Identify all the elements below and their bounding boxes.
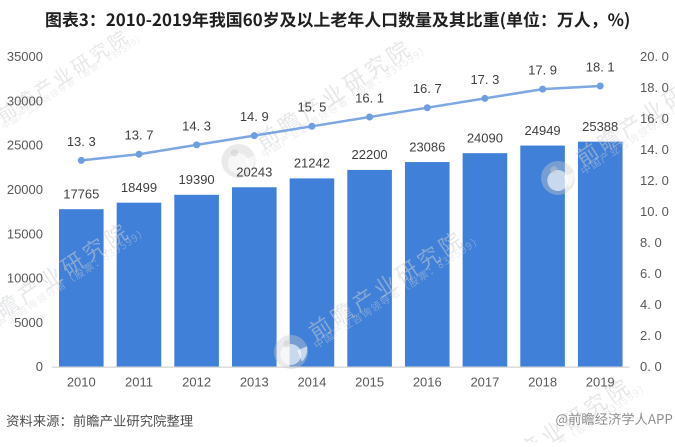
svg-text:20000: 20000 [7, 182, 43, 197]
svg-text:2015: 2015 [355, 374, 384, 389]
svg-text:18. 0: 18. 0 [640, 80, 669, 95]
svg-text:2017: 2017 [470, 374, 499, 389]
svg-text:18499: 18499 [121, 180, 157, 195]
svg-text:16. 0: 16. 0 [640, 111, 669, 126]
svg-text:2019: 2019 [586, 374, 615, 389]
svg-text:2011: 2011 [125, 374, 153, 389]
svg-text:21242: 21242 [294, 156, 330, 171]
svg-text:20. 0: 20. 0 [640, 49, 669, 64]
svg-text:2010: 2010 [67, 374, 96, 389]
svg-text:6. 0: 6. 0 [640, 266, 662, 281]
svg-text:0: 0 [36, 359, 43, 374]
svg-text:2. 0: 2. 0 [640, 328, 662, 343]
svg-text:15000: 15000 [7, 226, 43, 241]
svg-text:25000: 25000 [7, 138, 43, 153]
svg-text:23086: 23086 [409, 139, 445, 154]
svg-text:8. 0: 8. 0 [640, 235, 662, 250]
svg-text:20243: 20243 [236, 164, 272, 179]
svg-text:10000: 10000 [7, 271, 43, 286]
svg-text:17765: 17765 [63, 186, 99, 201]
svg-text:19390: 19390 [179, 172, 215, 187]
svg-text:14. 9: 14. 9 [240, 109, 269, 124]
svg-text:22200: 22200 [352, 147, 388, 162]
svg-text:18. 1: 18. 1 [586, 59, 615, 74]
svg-text:2016: 2016 [413, 374, 442, 389]
svg-text:0. 0: 0. 0 [640, 359, 662, 374]
svg-text:13. 7: 13. 7 [125, 128, 154, 143]
svg-text:30000: 30000 [7, 93, 43, 108]
svg-text:17. 3: 17. 3 [470, 72, 499, 87]
svg-text:2018: 2018 [528, 374, 557, 389]
svg-text:25388: 25388 [582, 119, 618, 134]
svg-text:24949: 24949 [525, 123, 561, 138]
svg-text:16. 1: 16. 1 [355, 90, 384, 105]
svg-text:17. 9: 17. 9 [528, 63, 557, 78]
svg-text:14. 0: 14. 0 [640, 142, 669, 157]
svg-text:2013: 2013 [240, 374, 269, 389]
svg-text:16. 7: 16. 7 [413, 81, 442, 96]
svg-text:4. 0: 4. 0 [640, 297, 662, 312]
svg-text:10. 0: 10. 0 [640, 204, 669, 219]
svg-text:14. 3: 14. 3 [182, 118, 211, 133]
svg-text:35000: 35000 [7, 49, 43, 64]
svg-text:15. 5: 15. 5 [297, 100, 326, 115]
svg-text:2014: 2014 [297, 374, 326, 389]
svg-text:5000: 5000 [14, 315, 43, 330]
svg-text:13. 3: 13. 3 [67, 134, 96, 149]
svg-text:12. 0: 12. 0 [640, 173, 669, 188]
svg-text:24090: 24090 [467, 130, 503, 145]
svg-text:2012: 2012 [182, 374, 211, 389]
